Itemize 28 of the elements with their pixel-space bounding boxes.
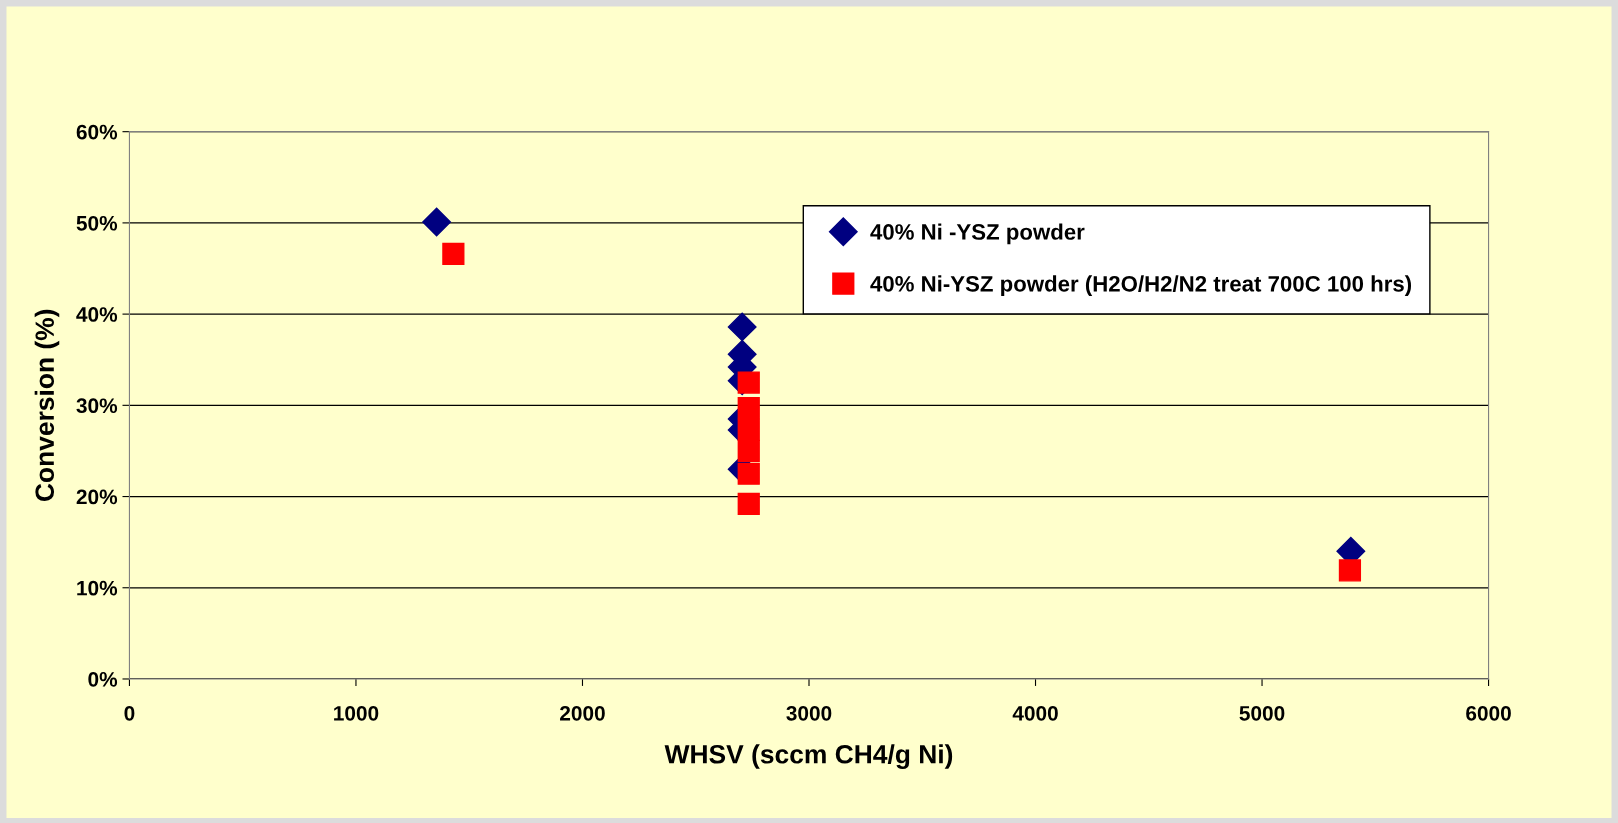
y-tick-label: 30% — [76, 398, 118, 414]
point — [737, 371, 760, 394]
point — [727, 312, 757, 342]
y-tick-label: 10% — [77, 580, 118, 596]
point — [737, 492, 760, 515]
legend-label: 40% Ni -YSZ powder — [870, 223, 1085, 245]
x-tick-label: 1000 — [334, 705, 379, 721]
point — [1338, 559, 1362, 582]
x-axis-title: WHSV (sccm CH4/g Ni) — [664, 744, 953, 769]
point — [737, 418, 760, 442]
point — [737, 396, 760, 420]
x-tick-label: 5000 — [1239, 705, 1285, 721]
point — [737, 439, 760, 463]
y-axis-title: Conversion (%) — [34, 309, 60, 502]
point — [737, 462, 760, 485]
x-tick-label: 2000 — [560, 705, 605, 721]
point — [422, 207, 452, 237]
x-tick-label: 6000 — [1466, 705, 1511, 721]
legend-label: 40% Ni-YSZ powder (H2O/H2/N2 treat 700C 100 hrs) — [870, 275, 1412, 297]
y-tick-label: 40% — [76, 307, 118, 322]
x-tick-label: 4000 — [1012, 705, 1058, 721]
y-tick-label: 0% — [88, 671, 118, 687]
x-tick-label: 0 — [124, 705, 135, 721]
y-tick-label: 50% — [76, 215, 118, 231]
point — [442, 242, 465, 266]
x-tick-label: 3000 — [786, 705, 832, 721]
y-tick-label: 60% — [76, 124, 118, 140]
y-tick-label: 20% — [76, 489, 118, 505]
